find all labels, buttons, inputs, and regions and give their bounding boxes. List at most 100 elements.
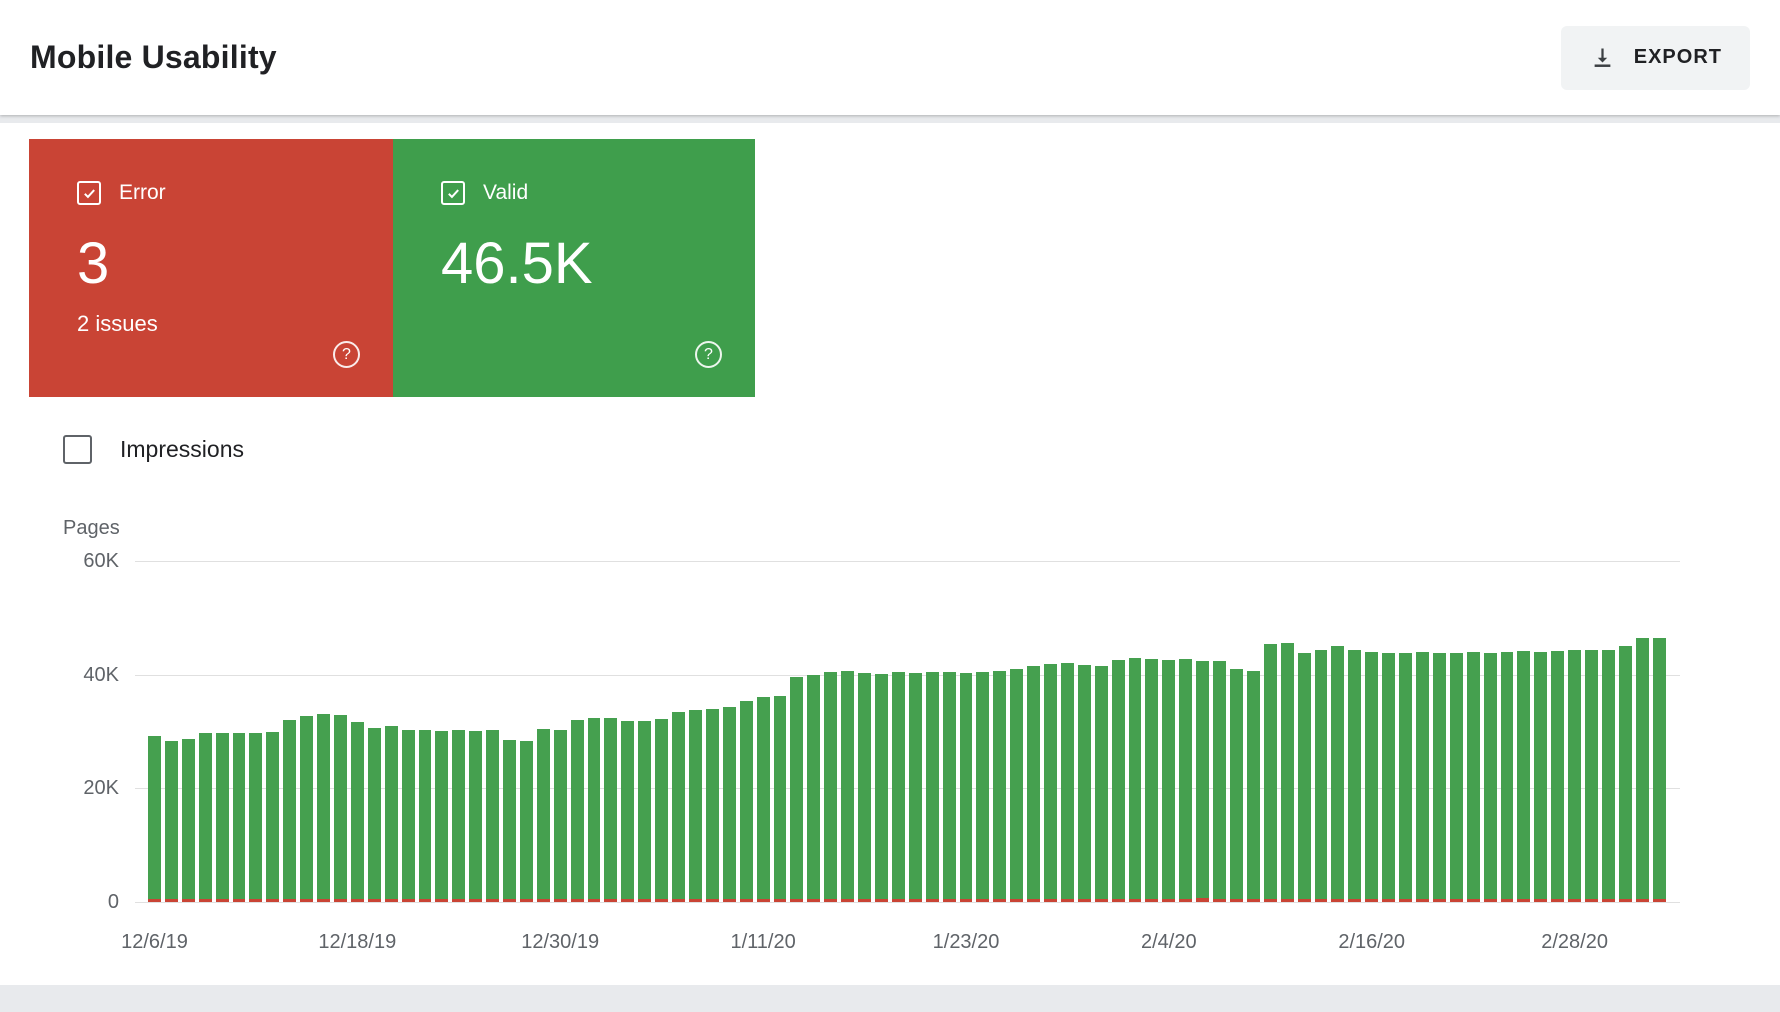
valid-checkbox-icon[interactable] (441, 181, 465, 205)
chart-bar[interactable] (1027, 666, 1041, 902)
chart-bar[interactable] (621, 720, 635, 902)
chart-bar[interactable] (1196, 660, 1210, 902)
chart-bar[interactable] (604, 718, 618, 902)
chart-bar[interactable] (587, 718, 601, 902)
chart-bar[interactable] (452, 730, 466, 902)
chart-bar[interactable] (1551, 650, 1565, 902)
chart-bar[interactable] (1297, 652, 1311, 902)
chart-bar[interactable] (266, 732, 280, 902)
chart-bar[interactable] (181, 738, 195, 902)
chart-bar[interactable] (570, 719, 584, 902)
chart-bar[interactable] (367, 727, 381, 902)
chart-bar[interactable] (908, 673, 922, 902)
chart-bar[interactable] (232, 732, 246, 902)
chart-bar[interactable] (1263, 644, 1277, 902)
chart-bar[interactable] (249, 733, 263, 902)
chart-bar[interactable] (1230, 669, 1243, 902)
chart-bar[interactable] (925, 671, 939, 902)
chart-bar[interactable] (1415, 651, 1429, 902)
chart-bar[interactable] (1432, 653, 1446, 902)
chart-bar[interactable] (1128, 658, 1142, 902)
chart-bar[interactable] (1568, 650, 1582, 902)
chart-bar[interactable] (1010, 669, 1024, 902)
chart-bar[interactable] (283, 720, 297, 902)
chart-bar[interactable] (1483, 652, 1497, 902)
chart-bar[interactable] (469, 730, 483, 902)
chart-bar[interactable] (1213, 661, 1226, 902)
export-button[interactable]: EXPORT (1560, 25, 1750, 90)
chart-bar[interactable] (705, 709, 719, 902)
chart-bar[interactable] (198, 732, 212, 902)
chart-bar[interactable] (790, 676, 804, 902)
chart-bar[interactable] (350, 722, 364, 902)
chart-bar[interactable] (874, 673, 888, 902)
chart-bar[interactable] (553, 730, 567, 902)
chart-bar[interactable] (1280, 642, 1294, 902)
chart-bar[interactable] (858, 673, 871, 902)
chart-bar[interactable] (1585, 649, 1598, 902)
chart-bar[interactable] (486, 730, 500, 902)
chart-bar[interactable] (1382, 653, 1396, 902)
chart-bar[interactable] (1179, 659, 1193, 902)
chart-bar[interactable] (300, 715, 314, 902)
chart-bar[interactable] (215, 733, 229, 902)
impressions-toggle[interactable]: Impressions (63, 435, 244, 464)
chart-bar[interactable] (1145, 658, 1159, 902)
valid-tile[interactable]: Valid 46.5K ? (393, 139, 755, 397)
chart-bar[interactable] (1077, 665, 1091, 902)
chart-bar[interactable] (148, 735, 161, 902)
error-help-icon[interactable]: ? (333, 341, 360, 368)
impressions-checkbox[interactable] (63, 435, 92, 464)
chart-bar[interactable] (1500, 651, 1514, 902)
chart-bar[interactable] (1399, 652, 1412, 902)
chart-bar[interactable] (1094, 665, 1108, 902)
chart-bar[interactable] (1331, 646, 1345, 902)
chart-bar[interactable] (891, 672, 905, 902)
chart-bar[interactable] (993, 670, 1007, 902)
chart-bar[interactable] (536, 729, 550, 902)
chart-bar[interactable] (672, 712, 685, 902)
chart-bar[interactable] (722, 706, 736, 902)
chart-bar[interactable] (841, 671, 855, 902)
chart-bar[interactable] (333, 715, 347, 902)
chart-bar[interactable] (1348, 649, 1362, 902)
chart-bar[interactable] (942, 672, 956, 902)
chart-bar[interactable] (756, 697, 770, 902)
chart-bar[interactable] (1314, 650, 1328, 902)
chart-bar[interactable] (824, 671, 838, 902)
chart-bar[interactable] (1466, 651, 1480, 902)
chart-bar[interactable] (435, 730, 449, 902)
chart-bar[interactable] (503, 739, 516, 902)
chart-bar[interactable] (976, 671, 990, 902)
chart-bar[interactable] (959, 673, 973, 902)
chart-bar[interactable] (401, 729, 415, 902)
chart-bar[interactable] (418, 730, 432, 902)
chart-bar[interactable] (317, 714, 330, 902)
error-tile[interactable]: Error 3 2 issues ? (29, 139, 393, 397)
chart-bar[interactable] (1618, 646, 1632, 902)
chart-bar[interactable] (655, 719, 669, 902)
chart-bar[interactable] (1449, 652, 1463, 902)
chart-bar[interactable] (773, 696, 787, 902)
chart-bar[interactable] (164, 740, 178, 902)
chart-bar[interactable] (1060, 663, 1074, 902)
error-checkbox-icon[interactable] (77, 181, 101, 205)
chart-bar[interactable] (1534, 651, 1548, 902)
chart-bar[interactable] (1635, 638, 1649, 902)
chart-bar[interactable] (1517, 651, 1531, 902)
chart-bar[interactable] (1044, 664, 1057, 902)
chart-bar[interactable] (1601, 650, 1615, 902)
chart-bar[interactable] (807, 675, 821, 902)
chart-bar[interactable] (1162, 659, 1176, 902)
chart-bar[interactable] (519, 741, 533, 902)
chart-bar[interactable] (638, 721, 652, 902)
chart-bar[interactable] (689, 709, 702, 902)
chart-bar[interactable] (384, 726, 398, 902)
chart-bar[interactable] (1365, 651, 1379, 902)
chart-bar[interactable] (739, 701, 753, 902)
chart-bar[interactable] (1246, 670, 1260, 902)
chart-bar[interactable] (1652, 637, 1666, 902)
chart-bar[interactable] (1111, 659, 1125, 902)
valid-help-icon[interactable]: ? (695, 341, 722, 368)
chart-bar-error-segment (993, 899, 1007, 902)
